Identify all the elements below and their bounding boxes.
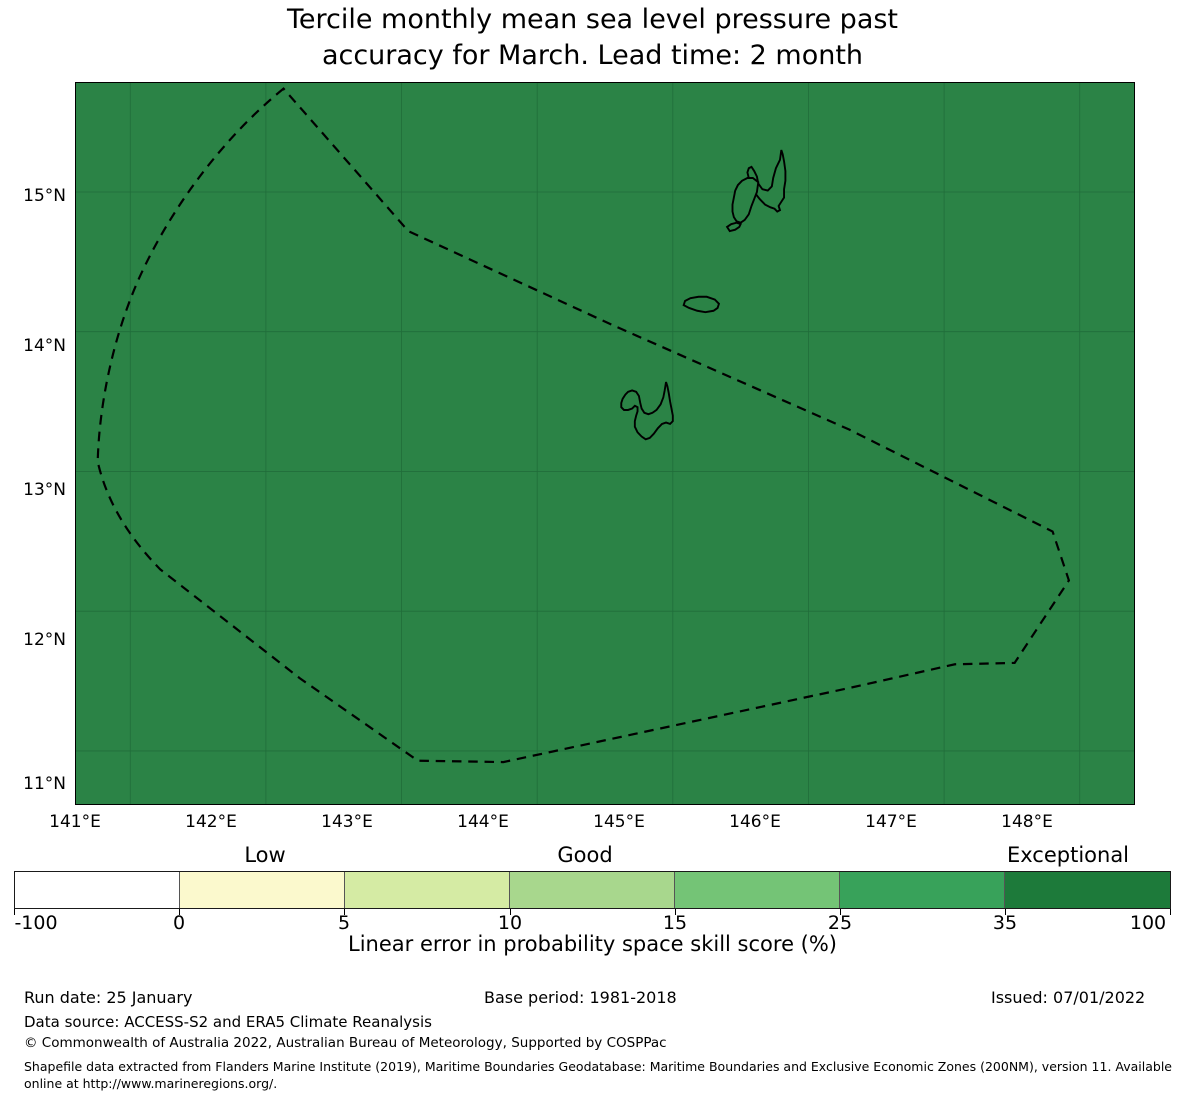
colorbar-tick-label: 25	[827, 912, 853, 934]
colorbar-tick-label: 15	[662, 912, 688, 934]
y-tick-label: 13°N	[23, 480, 66, 500]
footer-issued-date: Issued: 07/01/2022	[991, 988, 1146, 1007]
colorbar-tick-label: -100	[14, 912, 58, 934]
colorbar-gradient[interactable]	[14, 871, 1171, 909]
map-overlays	[76, 83, 1134, 804]
x-tick-label: 148°E	[1001, 812, 1053, 832]
colorbar-tick-label: 35	[992, 912, 1018, 934]
colorbar-category-low: Low	[244, 843, 286, 867]
colorbar-segment-25-35	[840, 872, 1006, 908]
colorbar-category-exceptional: Exceptional	[1006, 843, 1130, 867]
x-tick-label: 142°E	[185, 812, 237, 832]
y-tick-label: 15°N	[23, 186, 66, 206]
colorbar-tickmark	[840, 909, 841, 915]
island-guam-path	[620, 381, 674, 441]
colorbar-axis-label: Linear error in probability space skill …	[348, 932, 837, 956]
colorbar-tick-label: 5	[337, 912, 351, 934]
colorbar-tick-label: 100	[1129, 912, 1167, 934]
colorbar-tickmark	[14, 909, 15, 915]
colorbar-tick-label: 10	[497, 912, 523, 934]
y-tick-label: 11°N	[23, 774, 66, 794]
colorbar-tickmark	[344, 909, 345, 915]
colorbar-tickmark	[1005, 909, 1006, 915]
x-tick-label: 146°E	[729, 812, 781, 832]
eez-boundary-path	[96, 87, 1071, 764]
island-rota-path	[682, 295, 721, 314]
colorbar-segment-10-15	[510, 872, 676, 908]
x-tick-label: 143°E	[321, 812, 373, 832]
footer-run-date: Run date: 25 January	[24, 988, 193, 1007]
y-tick-label: 12°N	[23, 630, 66, 650]
map-skill-score-fill	[76, 83, 1134, 804]
page-title: Tercile monthly mean sea level pressure …	[286, 4, 899, 71]
colorbar-tickmark	[510, 909, 511, 915]
y-tick-label: 14°N	[23, 336, 66, 356]
island-aguijan-path	[725, 221, 742, 233]
footer-base-period: Base period: 1981-2018	[484, 988, 677, 1007]
colorbar-segment-35-100	[1005, 872, 1170, 908]
colorbar-segment-15-25	[675, 872, 841, 908]
colorbar-segment-neg100-0	[15, 872, 181, 908]
island-tinian-path	[731, 177, 760, 224]
x-tick-label: 144°E	[457, 812, 509, 832]
footer-copyright: © Commonwealth of Australia 2022, Austra…	[24, 1035, 667, 1051]
colorbar-segment-0-5	[180, 872, 346, 908]
x-tick-label: 145°E	[593, 812, 645, 832]
colorbar-tick-label: 0	[172, 912, 186, 934]
footer-data-source: Data source: ACCESS-S2 and ERA5 Climate …	[24, 1013, 432, 1031]
map-gridlines	[76, 83, 1134, 804]
x-tick-label: 141°E	[49, 812, 101, 832]
colorbar-category-good: Good	[557, 843, 613, 867]
colorbar-segment-5-10	[345, 872, 511, 908]
colorbar[interactable]	[14, 871, 1171, 909]
colorbar-tickmark	[1170, 909, 1171, 915]
colorbar-tickmark	[179, 909, 180, 915]
map-plot-area	[75, 82, 1135, 805]
colorbar-tickmark	[675, 909, 676, 915]
footer-shapefile-note: Shapefile data extracted from Flanders M…	[24, 1059, 1172, 1091]
x-tick-label: 147°E	[865, 812, 917, 832]
